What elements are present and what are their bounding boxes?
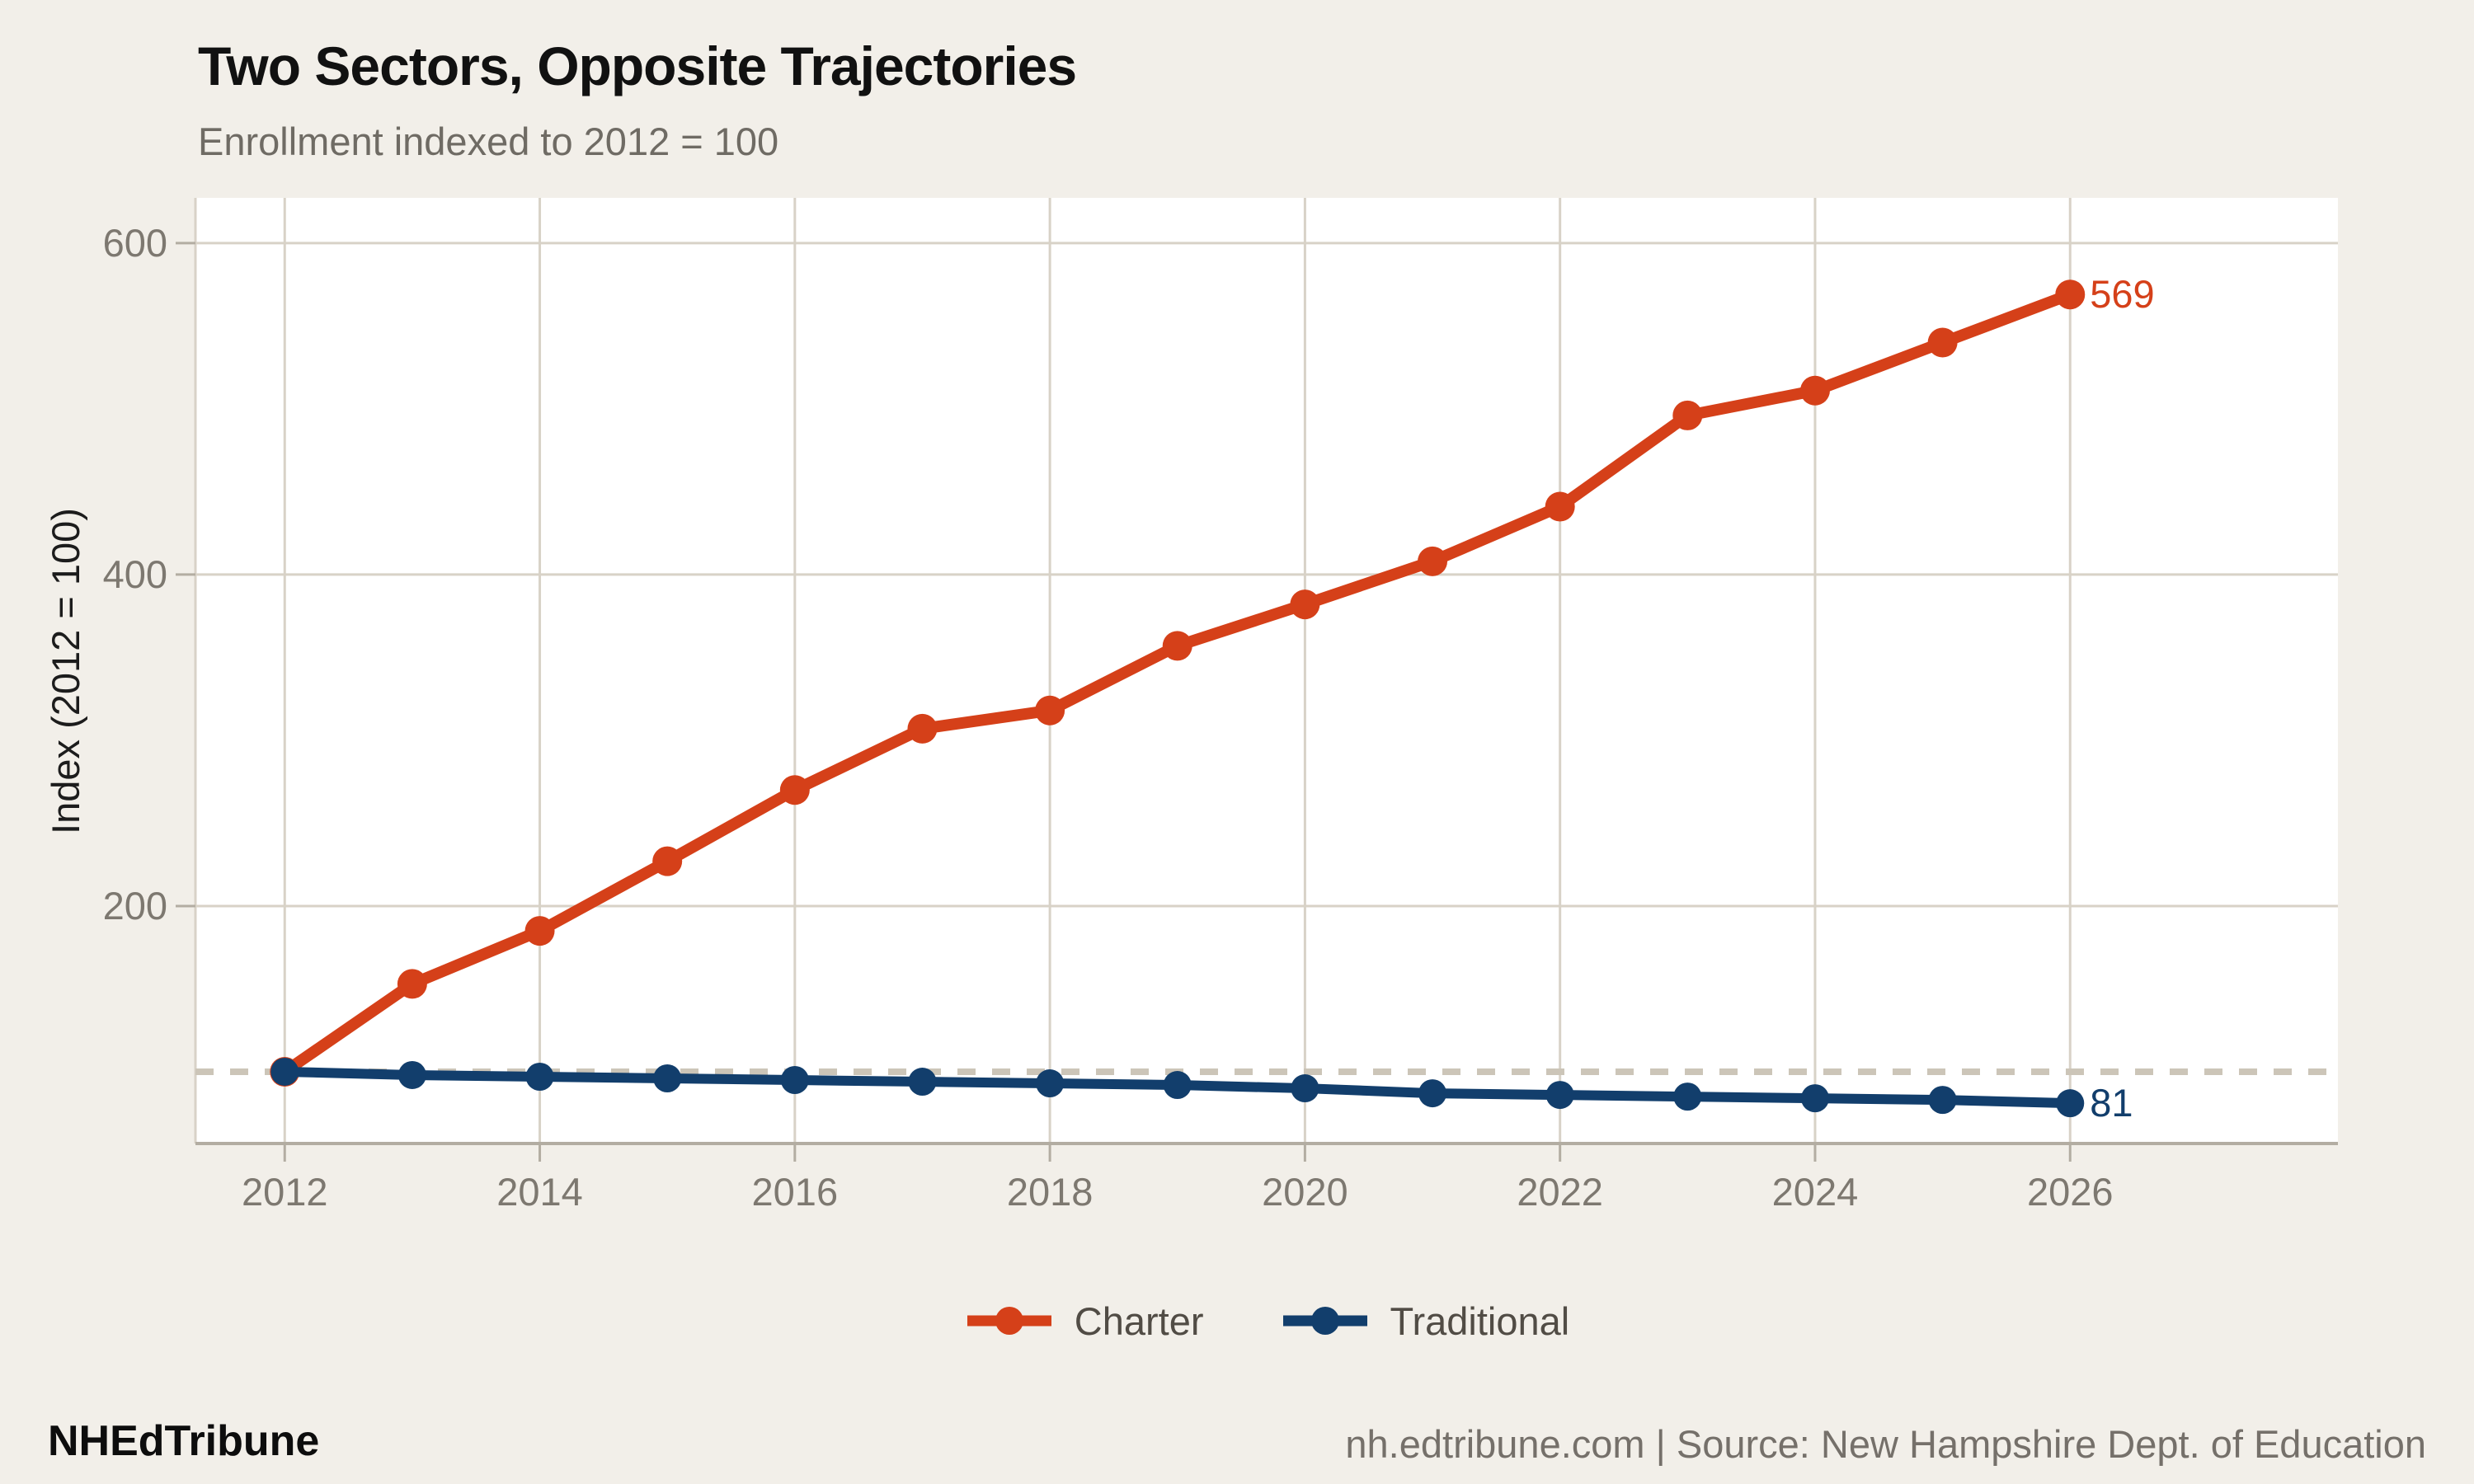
charter-marker-2024 xyxy=(1799,375,1830,406)
x-tick-label-2016: 2016 xyxy=(752,1170,839,1214)
page-subtitle: Enrollment indexed to 2012 = 100 xyxy=(198,120,779,163)
charter-marker-2021 xyxy=(1418,546,1448,576)
y-tick-label-600: 600 xyxy=(103,221,167,265)
charter-marker-2019 xyxy=(1162,631,1192,661)
charter-marker-2018 xyxy=(1035,695,1065,726)
traditional-marker-2015 xyxy=(653,1064,682,1093)
legend: Charter Traditional xyxy=(195,1288,2338,1354)
x-tick-label-2020: 2020 xyxy=(1262,1170,1348,1214)
legend-label-charter: Charter xyxy=(1074,1298,1204,1343)
x-tick-label-2014: 2014 xyxy=(496,1170,583,1214)
legend-item-traditional: Traditional xyxy=(1280,1298,1570,1344)
traditional-legend-key-icon xyxy=(1282,1307,1367,1335)
traditional-marker-2014 xyxy=(525,1062,554,1091)
footer-source-attribution: nh.edtribune.com | Source: New Hampshire… xyxy=(1345,1422,2426,1466)
traditional-marker-2019 xyxy=(1163,1071,1192,1100)
charter-marker-2023 xyxy=(1672,400,1703,430)
charter-marker-2020 xyxy=(1290,589,1320,620)
traditional-marker-2021 xyxy=(1418,1079,1447,1108)
traditional-marker-2013 xyxy=(397,1060,426,1089)
y-tick-label-200: 200 xyxy=(103,884,167,928)
x-tick-label-2024: 2024 xyxy=(1772,1170,1859,1214)
traditional-marker-2023 xyxy=(1673,1082,1702,1111)
traditional-marker-2024 xyxy=(1800,1084,1829,1113)
charter-marker-2016 xyxy=(779,775,810,805)
legend-item-charter: Charter xyxy=(964,1298,1204,1344)
charter-marker-2013 xyxy=(397,969,427,999)
plot-panel xyxy=(195,198,2338,1144)
charter-marker-2015 xyxy=(652,846,683,876)
traditional-marker-2012 xyxy=(270,1057,299,1086)
legend-label-traditional: Traditional xyxy=(1390,1298,1570,1343)
x-tick-label-2026: 2026 xyxy=(2027,1170,2114,1214)
charter-marker-2025 xyxy=(1927,327,1958,358)
footer-brand: NHEdTribune xyxy=(48,1417,320,1465)
traditional-marker-2022 xyxy=(1545,1081,1574,1110)
traditional-marker-2020 xyxy=(1291,1074,1319,1103)
x-tick-label-2022: 2022 xyxy=(1517,1170,1603,1214)
charter-marker-2026 xyxy=(2055,279,2086,310)
y-tick-label-400: 400 xyxy=(103,552,167,596)
x-tick-label-2012: 2012 xyxy=(242,1170,328,1214)
traditional-marker-2018 xyxy=(1036,1069,1065,1098)
charter-marker-2014 xyxy=(524,916,555,946)
traditional-marker-2017 xyxy=(908,1068,937,1097)
x-tick-label-2018: 2018 xyxy=(1007,1170,1094,1214)
traditional-marker-2026 xyxy=(2056,1089,2085,1118)
charter-marker-2022 xyxy=(1545,491,1575,522)
charter-marker-2017 xyxy=(907,713,938,744)
charter-end-label: 569 xyxy=(2090,272,2154,316)
charter-legend-key-icon xyxy=(967,1307,1051,1335)
traditional-end-label: 81 xyxy=(2090,1081,2133,1125)
traditional-marker-2025 xyxy=(1928,1086,1957,1115)
page-title: Two Sectors, Opposite Trajectories xyxy=(198,35,1077,96)
traditional-marker-2016 xyxy=(780,1066,809,1095)
